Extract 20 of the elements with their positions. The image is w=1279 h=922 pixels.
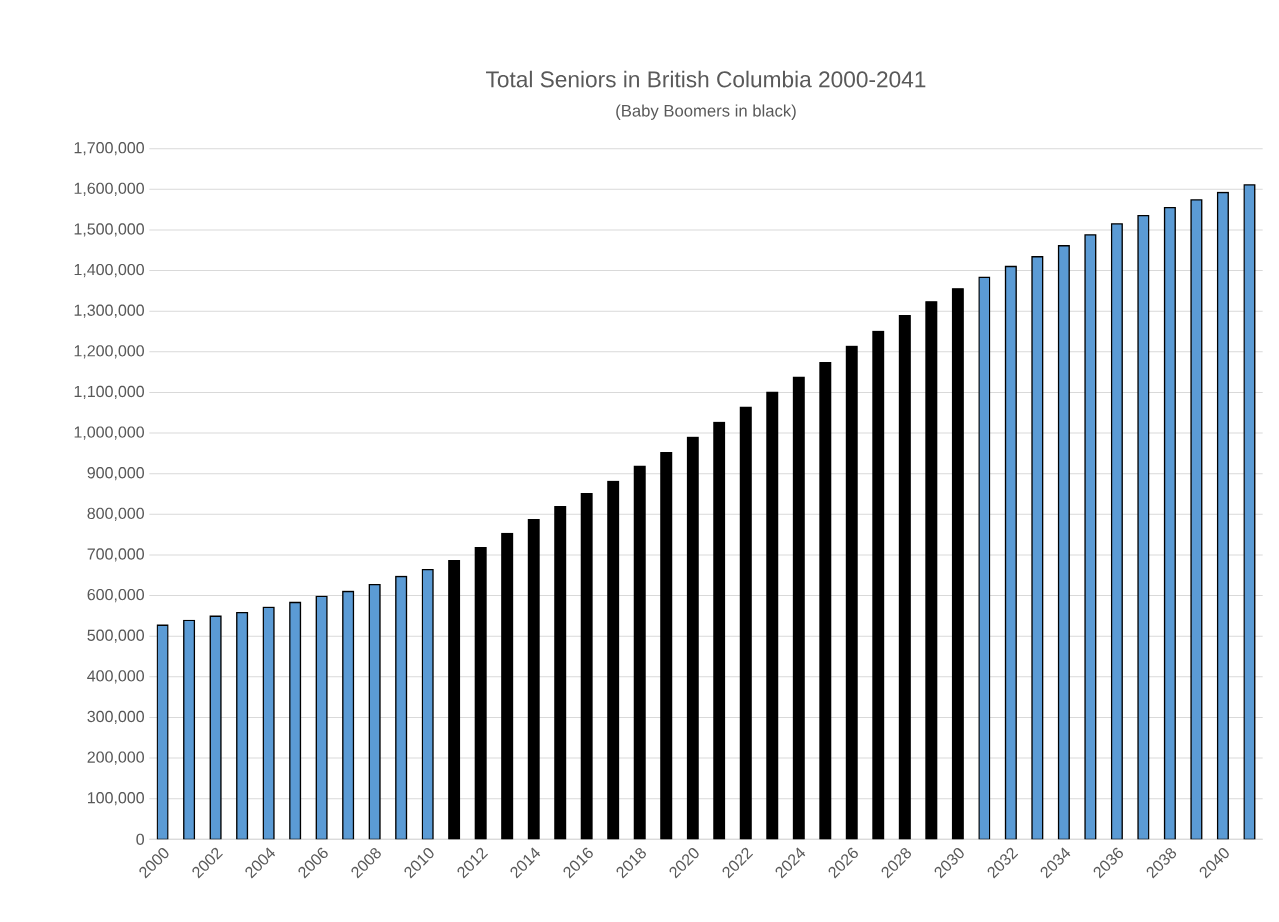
y-tick-label: 100,000 — [88, 792, 144, 806]
y-tick-label: 800,000 — [87, 507, 144, 521]
y-tick-label: 0 — [136, 833, 145, 845]
y-tick-label: 200,000 — [87, 751, 144, 765]
y-tick-label: 700,000 — [87, 548, 144, 562]
y-tick-label: 1,600,000 — [74, 182, 144, 196]
y-tick-label: 1,500,000 — [74, 223, 144, 237]
y-tick-label: 1,300,000 — [74, 304, 144, 318]
y-tick-label: 600,000 — [87, 588, 144, 603]
y-tick-label: 400,000 — [87, 670, 144, 684]
y-tick-label: 300,000 — [87, 710, 144, 725]
y-tick-label: 1,700,000 — [74, 142, 144, 156]
y-tick-label: 1,000,000 — [74, 426, 144, 440]
y-tick-label: 900,000 — [87, 467, 144, 481]
y-tick-label: 1,100,000 — [74, 385, 144, 400]
chart-title: Total Seniors in British Columbia 2000-2041 — [486, 70, 926, 88]
y-tick-label: 1,200,000 — [74, 345, 144, 359]
chart-subtitle: (Baby Boomers in black) — [616, 104, 796, 120]
y-tick-label: 500,000 — [87, 629, 144, 643]
y-tick-label: 1,400,000 — [74, 263, 144, 278]
